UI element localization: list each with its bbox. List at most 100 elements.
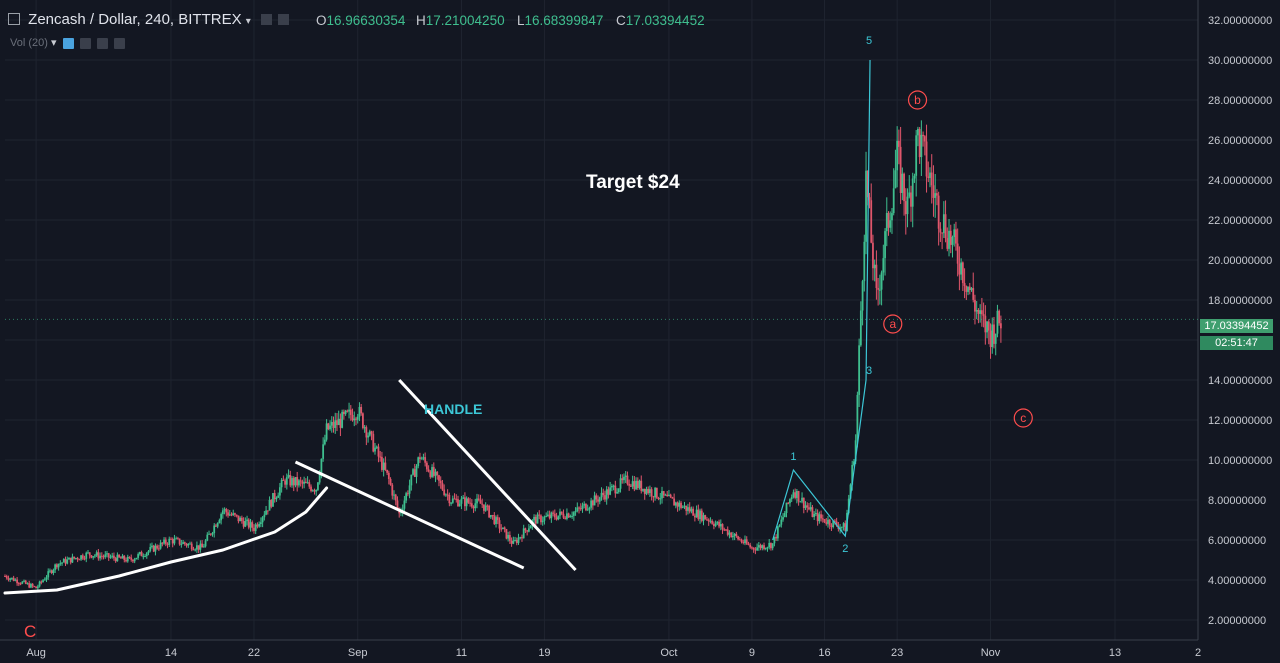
candle-body (339, 418, 342, 428)
candle-body (564, 517, 567, 519)
candle-body (9, 578, 12, 580)
candle-body (991, 324, 994, 348)
settings-icon[interactable] (260, 14, 272, 25)
candle-body (967, 286, 969, 292)
candle-body (700, 510, 703, 521)
candle-body (913, 175, 916, 179)
chevron-down-icon[interactable]: ▾ (245, 16, 251, 27)
chevron-down-icon[interactable]: ▾ (50, 37, 57, 49)
candle-body (507, 535, 510, 539)
candle-body (55, 564, 58, 568)
candle-body (130, 557, 133, 560)
close-icon[interactable] (113, 37, 125, 49)
candle-body (11, 577, 13, 579)
candle-body (367, 435, 369, 438)
candle-body (814, 512, 817, 514)
x-tick-label: Nov (981, 647, 1001, 659)
x-tick-label: 2 (1195, 647, 1201, 659)
candle-body (576, 507, 579, 512)
candle-body (234, 513, 236, 515)
abc-label-c: c (1020, 411, 1026, 425)
candle-body (529, 525, 532, 529)
candle-body (95, 552, 98, 556)
x-tick-label: Oct (660, 647, 677, 659)
candle-body (795, 491, 798, 498)
collapse-icon[interactable] (8, 13, 20, 25)
candle-body (240, 517, 243, 522)
settings-icon[interactable] (79, 37, 91, 49)
candle-body (379, 456, 382, 458)
candle-body (894, 170, 897, 189)
candle-body (346, 410, 349, 412)
eye-icon[interactable] (62, 37, 74, 49)
y-tick-label: 26.00000000 (1208, 135, 1272, 147)
candle-body (175, 538, 178, 540)
candle-body (889, 220, 892, 228)
candle-body (374, 447, 376, 452)
candle-body (439, 480, 442, 484)
candles-group (4, 120, 1002, 590)
candle-body (955, 229, 957, 244)
candle-body (114, 558, 117, 562)
candle-body (393, 494, 395, 496)
candle-body (723, 529, 726, 531)
candle-body (725, 529, 727, 531)
volume-indicator-row[interactable]: Vol (20) ▾ (10, 36, 125, 49)
symbol-header[interactable]: Zencash / Dollar, 240, BITTREX ▾ (8, 11, 290, 28)
candle-body (557, 515, 560, 520)
candle-body (38, 581, 41, 587)
eye-icon[interactable] (278, 14, 290, 25)
candle-body (270, 499, 273, 507)
candle-body (835, 521, 838, 526)
handle-annotation: HANDLE (424, 401, 482, 417)
candle-body (655, 487, 658, 498)
candle-body (377, 446, 380, 457)
candle-body (688, 507, 691, 512)
candle-body (263, 514, 266, 518)
candle-body (953, 229, 956, 237)
candle-body (719, 524, 722, 527)
candle-body (365, 427, 368, 438)
candle-body (363, 427, 366, 429)
candle-body (702, 515, 705, 521)
candle-body (7, 578, 10, 580)
candle-body (502, 527, 504, 530)
candle-body (434, 471, 437, 476)
symbol-title[interactable]: Zencash / Dollar, 240, BITTREX (28, 11, 242, 28)
candle-body (598, 497, 601, 502)
candle-body (740, 539, 743, 543)
candle-body (85, 552, 88, 559)
candle-body (692, 508, 695, 516)
candle-body (514, 539, 516, 541)
candle-body (275, 497, 278, 500)
candle-body (792, 492, 795, 498)
candle-body (457, 499, 459, 507)
candle-body (458, 503, 461, 507)
candle-body (133, 559, 136, 562)
candle-body (202, 546, 205, 548)
candle-body (583, 503, 586, 506)
candle-body (591, 500, 594, 506)
candle-body (704, 515, 707, 520)
volume-label[interactable]: Vol (20) (10, 37, 48, 49)
candle-body (590, 500, 593, 508)
add-icon[interactable] (96, 37, 108, 49)
candle-body (804, 505, 807, 508)
candle-body (742, 542, 745, 544)
candle-body (737, 536, 739, 540)
candle-body (35, 586, 38, 589)
candle-body (709, 520, 712, 522)
candle-body (977, 310, 980, 314)
candle-body (42, 580, 44, 583)
candle-body (662, 491, 665, 496)
last-price-tag: 17.03394452 (1200, 319, 1273, 333)
candle-body (355, 418, 357, 420)
cup-c-label: C (24, 622, 36, 641)
candle-body (261, 517, 264, 523)
candle-body (64, 559, 67, 564)
y-tick-label: 30.00000000 (1208, 55, 1272, 67)
candle-body (519, 537, 522, 539)
candle-body (154, 545, 157, 552)
